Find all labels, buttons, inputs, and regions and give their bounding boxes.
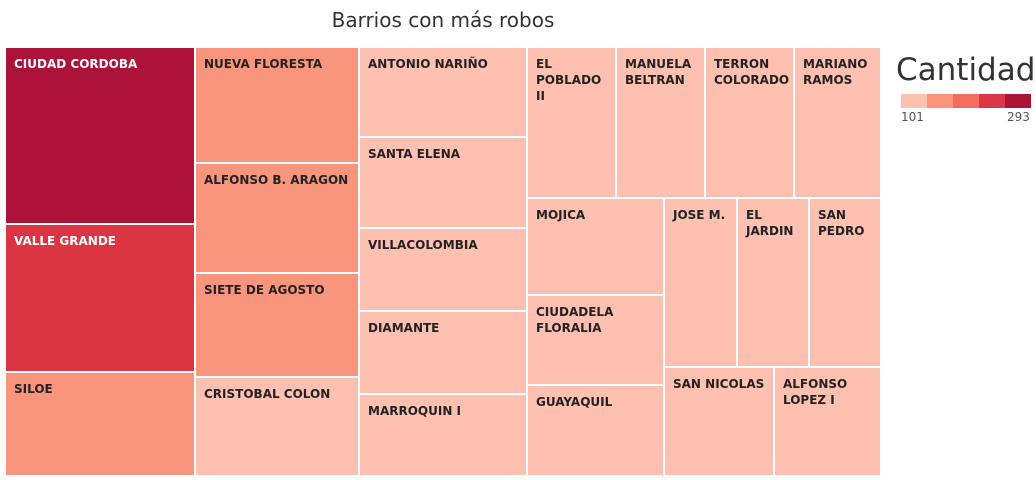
treemap-tile: VALLE GRANDE: [5, 224, 195, 372]
legend-title: Cantidad: [896, 52, 1036, 88]
tile-label: NUEVA FLORESTA: [204, 57, 323, 71]
treemap-tile: ALFONSO LOPEZ I: [774, 367, 881, 476]
tile-label: JOSE M.: [673, 208, 726, 222]
treemap-tile: MANUELA BELTRAN: [616, 47, 705, 198]
legend-color-scale: [901, 94, 1031, 108]
treemap-tile: SILOE: [5, 372, 195, 476]
treemap-tile: MARROQUIN I: [359, 394, 527, 476]
treemap-tile: DIAMANTE: [359, 311, 527, 394]
treemap-tile: SIETE DE AGOSTO: [195, 273, 359, 377]
tile-label: SANTA ELENA: [368, 147, 461, 161]
tile-label: ANTONIO NARIÑO: [368, 57, 488, 71]
tile-label: MARROQUIN I: [368, 404, 462, 418]
treemap-tile: TERRON COLORADO: [705, 47, 794, 198]
treemap-tile: MARIANO RAMOS: [794, 47, 881, 198]
treemap-tile: EL JARDIN: [737, 198, 809, 367]
chart-title: Barrios con más robos: [331, 8, 555, 32]
treemap-tile: SAN NICOLAS: [664, 367, 774, 476]
treemap-tile: GUAYAQUIL: [527, 385, 664, 476]
legend-swatch: [901, 94, 927, 108]
tile-label: ALFONSO LOPEZ I: [783, 377, 848, 407]
treemap-tile: CRISTOBAL COLON: [195, 377, 359, 476]
treemap-tile: MOJICA: [527, 198, 664, 295]
treemap-tile: ANTONIO NARIÑO: [359, 47, 527, 137]
treemap-tile: VILLACOLOMBIA: [359, 228, 527, 311]
tile-label: EL JARDIN: [746, 208, 794, 238]
treemap-tile: CIUDADELA FLORALIA: [527, 295, 664, 385]
tile-label: ALFONSO B. ARAGON: [204, 173, 349, 187]
tile-label: SAN PEDRO: [818, 208, 865, 238]
treemap-tile: SANTA ELENA: [359, 137, 527, 228]
tile-label: VALLE GRANDE: [14, 234, 117, 248]
tile-label: SAN NICOLAS: [673, 377, 765, 391]
tile-label: GUAYAQUIL: [536, 395, 613, 409]
treemap-tile: ALFONSO B. ARAGON: [195, 163, 359, 273]
legend-max-value: 293: [1007, 110, 1030, 124]
treemap-tile: SAN PEDRO: [809, 198, 881, 367]
tile-label: TERRON COLORADO: [714, 57, 790, 87]
tile-label: SIETE DE AGOSTO: [204, 283, 325, 297]
tile-label: MOJICA: [536, 208, 586, 222]
tile-label: MARIANO RAMOS: [803, 57, 868, 87]
tile-label: MANUELA BELTRAN: [625, 57, 692, 87]
tile-label: CRISTOBAL COLON: [204, 387, 331, 401]
treemap-tile: JOSE M.: [664, 198, 737, 367]
tile-label: SILOE: [14, 382, 53, 396]
tile-label: VILLACOLOMBIA: [368, 238, 478, 252]
treemap-tile: NUEVA FLORESTA: [195, 47, 359, 163]
legend-swatch: [927, 94, 953, 108]
tile-label: CIUDADELA FLORALIA: [536, 305, 614, 335]
tile-label: EL POBLADO II: [536, 57, 602, 103]
tile-label: DIAMANTE: [368, 321, 440, 335]
tile-label: CIUDAD CORDOBA: [14, 57, 138, 71]
legend-min-value: 101: [901, 110, 924, 124]
legend-swatch: [979, 94, 1005, 108]
treemap-tile: EL POBLADO II: [527, 47, 616, 198]
legend-swatch: [953, 94, 979, 108]
treemap-tile: CIUDAD CORDOBA: [5, 47, 195, 224]
legend-swatch: [1005, 94, 1031, 108]
